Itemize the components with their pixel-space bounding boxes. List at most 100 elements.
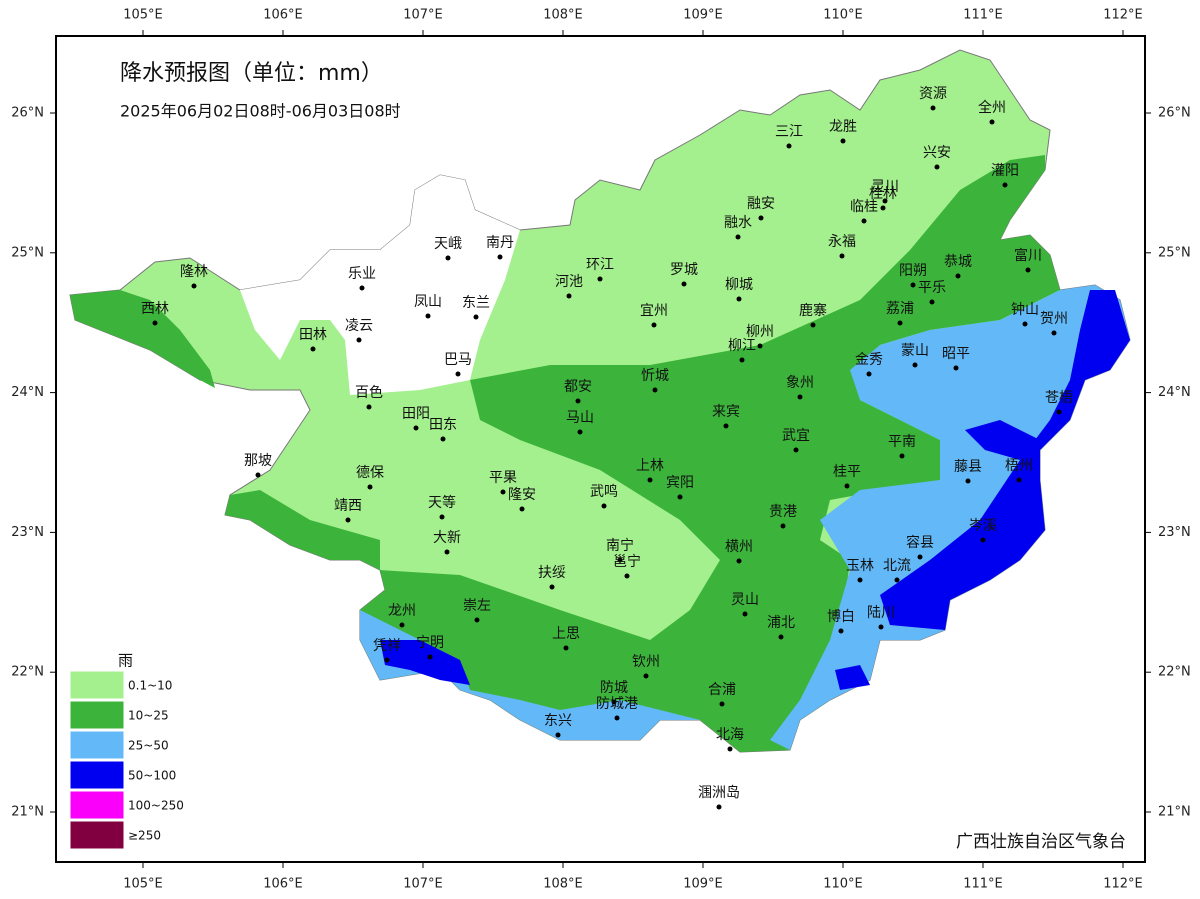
city-dot <box>736 296 742 302</box>
city-label: 融水 <box>724 215 752 231</box>
city-dot <box>780 523 786 529</box>
city-label: 岑溪 <box>969 518 997 534</box>
city-label: 横州 <box>725 539 753 555</box>
city-label: 阳朔 <box>899 263 927 279</box>
city-label: 田东 <box>429 417 457 433</box>
y-tick-label: 22°N <box>1158 665 1191 680</box>
legend-swatch <box>69 790 125 820</box>
city-label: 平果 <box>489 470 517 486</box>
city-dot <box>519 506 525 512</box>
city-dot <box>310 346 316 352</box>
city-dot <box>413 425 419 431</box>
city-label: 凤山 <box>414 294 442 310</box>
rain-areas <box>69 49 1131 753</box>
city-label: 凭祥 <box>373 638 401 654</box>
city-dot <box>1016 477 1022 483</box>
region-dark-blue-east <box>880 290 1130 630</box>
city-dot <box>366 404 372 410</box>
y-tick-label: 23°N <box>11 525 44 540</box>
agency: 广西壮族自治区气象台 <box>956 832 1126 852</box>
city-dot <box>735 234 741 240</box>
city-dot <box>793 447 799 453</box>
city-label: 合浦 <box>708 682 736 698</box>
city-label: 崇左 <box>463 598 491 614</box>
city-dot <box>839 253 845 259</box>
city-dot <box>1056 409 1062 415</box>
region-green-sw <box>225 490 380 570</box>
x-tick-label: 108°E <box>543 877 583 892</box>
legend-swatch <box>69 700 125 730</box>
city-dot <box>652 387 658 393</box>
city-dot <box>444 549 450 555</box>
city-label: 那坡 <box>244 453 272 469</box>
city-dot <box>255 472 261 478</box>
y-tick-label: 21°N <box>1158 805 1191 820</box>
y-tick-label: 26°N <box>1158 106 1191 121</box>
city-label: 平南 <box>888 434 916 450</box>
region-dark-blue-patch <box>965 420 1040 460</box>
city-dot <box>719 701 725 707</box>
x-tick-label: 108°E <box>543 8 583 23</box>
city-dot <box>930 105 936 111</box>
city-label: 天峨 <box>434 236 462 252</box>
x-tick-label: 112°E <box>1103 8 1143 23</box>
x-tick-label: 107°E <box>403 877 443 892</box>
city-label: 桂平 <box>833 464 861 480</box>
city-dot <box>647 477 653 483</box>
legend-swatch <box>69 760 125 790</box>
city-label: 德保 <box>356 465 384 481</box>
city-label: 恭城 <box>944 254 972 270</box>
city-label: 三江 <box>775 124 803 140</box>
city-label: 隆林 <box>180 264 208 280</box>
city-dot <box>1051 330 1057 336</box>
city-dot <box>681 281 687 287</box>
city-label: 荔浦 <box>886 301 914 317</box>
city-dot <box>882 198 888 204</box>
city-label: 南宁 <box>606 537 634 554</box>
y-tick-label: 24°N <box>11 385 44 400</box>
city-label: 苍梧 <box>1045 390 1073 406</box>
legend-swatch <box>69 730 125 760</box>
city-label: 柳城 <box>725 276 753 293</box>
city-label: 贺州 <box>1040 311 1068 327</box>
city-dot <box>917 554 923 560</box>
city-label: 融安 <box>747 196 775 212</box>
region-light-blue-sw <box>360 610 700 740</box>
city-dot <box>563 645 569 651</box>
legend-swatch <box>69 820 125 850</box>
city-dot <box>723 423 729 429</box>
legend: 0.1~10 10~25 25~50 50~100 100~250 ≥250 <box>69 670 184 850</box>
city-dot <box>384 657 390 663</box>
x-tick-label: 105°E <box>123 8 163 23</box>
x-tick-label: 112°E <box>1103 877 1143 892</box>
city-dot <box>1002 182 1008 188</box>
city-label: 金秀 <box>855 352 883 368</box>
city-dot <box>929 299 935 305</box>
city-dot <box>356 337 362 343</box>
city-label: 上林 <box>636 458 664 474</box>
city-label: 忻城 <box>641 368 669 384</box>
city-dot <box>611 699 617 705</box>
city-dot <box>425 313 431 319</box>
city-dot <box>778 634 784 640</box>
city-dot <box>897 320 903 326</box>
city-dot <box>840 138 846 144</box>
legend-label: 100~250 <box>128 799 184 813</box>
region-no-rain <box>240 175 520 395</box>
city-label: 永福 <box>828 234 856 250</box>
x-tick-label: 106°E <box>263 8 303 23</box>
city-dot <box>910 282 916 288</box>
region-dark-blue-sw <box>380 640 470 685</box>
city-label: 南丹 <box>486 235 514 251</box>
city-dot <box>786 143 792 149</box>
y-tick-label: 21°N <box>11 805 44 820</box>
city-dot <box>844 483 850 489</box>
city-label: 北流 <box>883 558 911 574</box>
city-label: 宁明 <box>416 634 444 651</box>
city-label: 武鸣 <box>590 483 618 500</box>
y-tick-label: 25°N <box>11 245 44 260</box>
y-tick-label: 26°N <box>11 106 44 121</box>
city-label: 龙胜 <box>829 119 857 135</box>
city-label: 环江 <box>586 257 614 273</box>
